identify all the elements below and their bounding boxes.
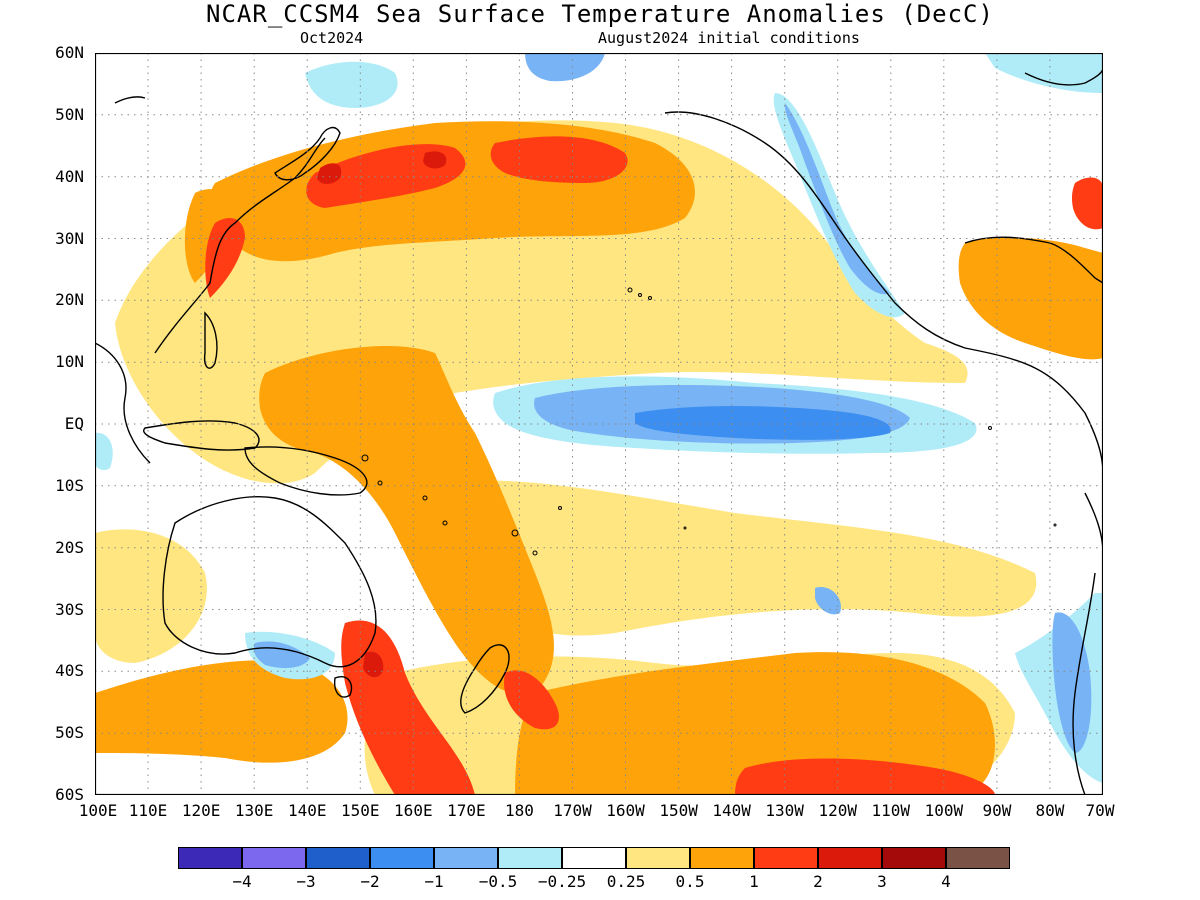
colorbar-tick-label: 0.25 (606, 872, 646, 891)
colorbar-swatch (626, 847, 690, 869)
lon-label: 150E (340, 801, 380, 820)
lon-label: 140W (712, 801, 751, 820)
lon-label: 160W (606, 801, 645, 820)
lon-label: 120W (818, 801, 857, 820)
colorbar-swatch (946, 847, 1010, 869)
colorbar-tick-label: −3 (296, 872, 316, 891)
colorbar-swatch (370, 847, 434, 869)
colorbar-tick-label: −1 (424, 872, 444, 891)
sst-anomaly-map (95, 53, 1103, 795)
lon-label: 100E (78, 801, 118, 820)
colorbar-tick-label: 2 (813, 872, 823, 891)
colorbar-swatch (562, 847, 626, 869)
lon-label: 150W (659, 801, 698, 820)
lat-label: 10S (55, 475, 84, 495)
lon-label: 90W (982, 801, 1012, 820)
lon-label: 140E (287, 801, 327, 820)
colorbar-tick-label: 1 (749, 872, 759, 891)
colorbar-swatch (690, 847, 754, 869)
colorbar-swatch (818, 847, 882, 869)
lon-label: 120E (181, 801, 221, 820)
lon-label: 170W (553, 801, 592, 820)
colorbar-tick-label: −2 (360, 872, 380, 891)
coastlines (95, 67, 1103, 795)
colorbar-swatch (498, 847, 562, 869)
lat-lon-grid (95, 53, 1103, 795)
lat-label: 30S (55, 599, 84, 619)
lon-label: 80W (1035, 801, 1065, 820)
colorbar-swatch (434, 847, 498, 869)
lat-label: 20N (55, 290, 84, 310)
colorbar-tick-label: 3 (877, 872, 887, 891)
lon-label: 180 (504, 801, 534, 820)
lat-label: 60N (55, 43, 84, 62)
colorbar-swatch (882, 847, 946, 869)
map-frame (95, 53, 1103, 795)
colorbar-swatch (306, 847, 370, 869)
lon-label: 130W (765, 801, 804, 820)
forecast-month: Oct2024 (300, 29, 364, 47)
colorbar-tick-label: −0.25 (537, 872, 587, 891)
lat-label: 30N (55, 228, 84, 248)
colorbar-tick-label: −0.5 (478, 872, 518, 891)
lat-label: 40S (55, 661, 84, 681)
lon-label: 100W (924, 801, 964, 820)
initial-conditions: August2024 initial conditions (598, 29, 860, 47)
lon-label: 170E (447, 801, 486, 820)
map-title: NCAR_CCSM4 Sea Surface Temperature Anoma… (206, 0, 994, 28)
lat-label: 40N (55, 166, 84, 186)
lat-label: EQ (64, 414, 84, 433)
lat-label: 10N (55, 352, 84, 372)
lon-label: 110W (871, 801, 911, 820)
lat-label: 50S (55, 723, 84, 743)
colorbar-swatch (178, 847, 242, 869)
anomaly-blue-fill (635, 406, 891, 440)
lon-label: 70W (1085, 801, 1115, 820)
lon-label: 130E (234, 801, 274, 820)
lon-label: 110E (128, 801, 168, 820)
island-chains (361, 287, 1057, 556)
colorbar-tick-label: −4 (232, 872, 252, 891)
lat-label: 50N (55, 104, 84, 124)
anomaly-orange-fill (95, 121, 1103, 795)
lat-label: 60S (55, 785, 84, 804)
colorbar-swatch (754, 847, 818, 869)
colorbar-tick-label: 0.5 (675, 872, 705, 891)
colorbar-swatch (242, 847, 306, 869)
anomaly-darkred-fill (317, 151, 447, 678)
colorbar-tick-label: 4 (941, 872, 951, 891)
lon-label: 160E (394, 801, 433, 820)
lat-label: 20S (55, 537, 84, 557)
